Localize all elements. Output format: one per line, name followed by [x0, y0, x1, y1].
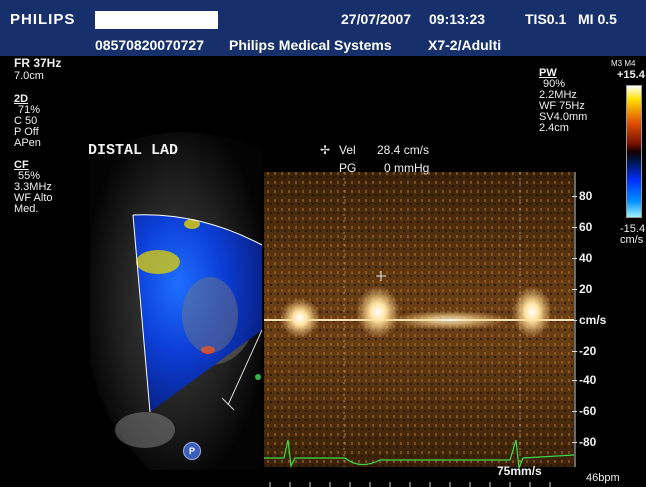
color-flow-box — [132, 214, 263, 413]
patient-id: 08570820070727 — [95, 37, 205, 53]
vel-value: 28.4 cm/s — [377, 143, 430, 157]
cf-frequency: 3.3MHz — [14, 181, 52, 193]
sweep-speed: 75mm/s — [497, 464, 542, 478]
cf-smoothing: Med. — [14, 203, 39, 215]
header-bar: PHILIPS 27/07/2007 09:13:23 TIS0.1 MI 0.… — [0, 0, 646, 56]
pw-frequency: 2.2MHz — [539, 89, 577, 101]
probe-orientation-icon: P — [183, 442, 201, 460]
tick-label: cm/s — [571, 313, 607, 327]
twoD-compression: C 50 — [14, 115, 38, 127]
cf-title: CF — [14, 159, 29, 171]
cf-wall-filter: WF Alto — [14, 192, 53, 204]
color-scale-bar — [626, 85, 642, 218]
brand-logo: PHILIPS — [10, 11, 76, 28]
vel-marker-icon: ✢ — [320, 143, 331, 157]
mi-index: MI 0.5 — [578, 11, 617, 27]
twoD-persistence: P Off — [14, 126, 39, 138]
pw-depth: 2.4cm — [539, 122, 569, 134]
scale-max: +15.4 — [617, 69, 645, 81]
pg-value: 0 mmHg — [384, 161, 430, 175]
tis-index: TIS0.1 — [525, 11, 567, 27]
tick-label: 60 — [571, 220, 593, 234]
cf-gain: 55% — [18, 170, 41, 182]
exam-date: 27/07/2007 — [341, 11, 412, 27]
time-ticks — [269, 482, 551, 487]
color-map-label: M3 M4 — [611, 59, 636, 68]
probe-preset: X7-2/Adulti — [428, 37, 502, 53]
scale-min: -15.4 — [620, 223, 646, 235]
pw-sample-volume: SV4.0mm — [539, 111, 588, 123]
pw-gain: 90% — [543, 78, 566, 90]
pw-wall-filter: WF 75Hz — [539, 100, 585, 112]
tick-label: -80 — [571, 435, 597, 449]
pg-label: PG — [339, 161, 357, 175]
tick-label: -60 — [571, 404, 597, 418]
tick-label: -40 — [571, 373, 597, 387]
tick-label: 80 — [571, 189, 593, 203]
heart-rate: 46bpm — [586, 472, 620, 484]
twoD-title: 2D — [14, 93, 29, 105]
annotation-label: DISTAL LAD — [88, 142, 179, 159]
patient-name-field — [95, 11, 218, 29]
twoD-mode: APen — [14, 137, 41, 149]
doppler-spectrum — [264, 172, 575, 469]
tick-label: -20 — [571, 344, 597, 358]
doppler-cursor — [221, 329, 263, 411]
frame-rate: FR 37Hz — [14, 56, 62, 70]
exam-time: 09:13:23 — [429, 11, 486, 27]
institution-name: Philips Medical Systems — [229, 37, 392, 53]
pw-title: PW — [539, 67, 557, 79]
twoD-gain: 71% — [18, 104, 41, 116]
scale-unit: cm/s — [620, 234, 644, 246]
vel-label: Vel — [339, 143, 356, 157]
depth-value: 7.0cm — [14, 70, 44, 82]
tick-label: 40 — [571, 251, 593, 265]
tick-label: 20 — [571, 282, 593, 296]
crosshair-icon[interactable] — [376, 271, 386, 281]
